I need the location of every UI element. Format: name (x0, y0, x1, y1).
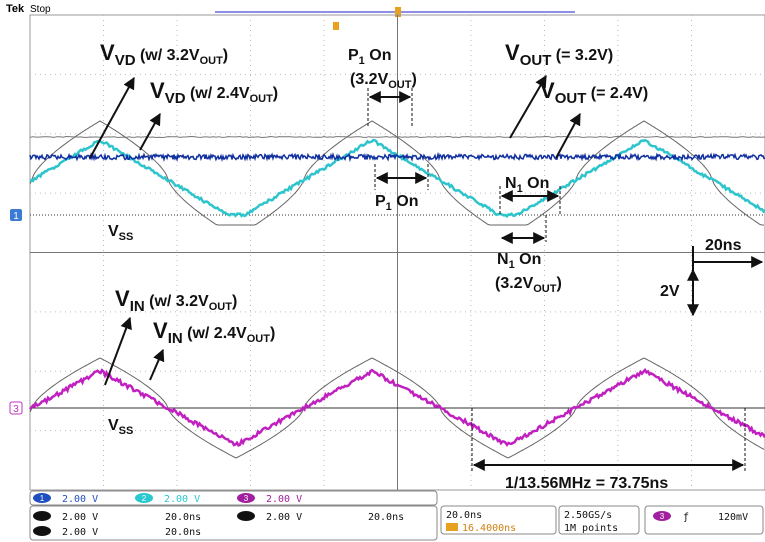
annotation-part: ) (411, 71, 416, 88)
annotation-part: V (100, 40, 115, 65)
ref-scale: 2.00 V (62, 512, 98, 523)
ch-scale: 2.00 V (266, 494, 302, 505)
annotation-part: ) (223, 47, 228, 64)
annotation-part: (= 3.2V) (551, 47, 613, 64)
annotation: 2V (660, 283, 680, 300)
annotation-part: ) (232, 293, 237, 310)
annotation-part: On (523, 175, 550, 192)
annotation-part: ) (270, 325, 275, 342)
annotation-part: OUT (209, 301, 233, 313)
annotation-part: (w/ 2.4V (186, 85, 250, 102)
ch-scale: 2.00 V (62, 494, 98, 505)
annotation-part: OUT (533, 283, 557, 295)
ch-id: 3 (244, 494, 249, 503)
annotation-part: V (153, 318, 168, 343)
annotation-part: ) (273, 85, 278, 102)
annotation-part: V (540, 78, 555, 103)
annotation-part: 20ns (705, 237, 742, 254)
sample-rate: 2.50GS/s (564, 510, 612, 521)
ref-scale: 2.00 V (62, 527, 98, 538)
brand: Tek (6, 3, 25, 15)
annotation-part: IN (168, 330, 183, 347)
annotation-part: V (505, 40, 520, 65)
annotation-part: (3.2V (350, 71, 389, 88)
annotation-part: V (108, 417, 119, 434)
annotation-part: (w/ 2.4V (183, 325, 247, 342)
annotation-part: IN (130, 298, 145, 315)
annotation-part: OUT (200, 55, 224, 67)
trig-channel: 3 (660, 512, 665, 521)
annotation-part: (3.2V (495, 275, 534, 292)
annotation-part: VD (115, 52, 136, 69)
annotation-part: VD (165, 90, 186, 107)
ch3-marker-label: 3 (13, 404, 19, 415)
annotation-part: OUT (555, 90, 587, 107)
annotation-part: On (365, 47, 392, 64)
ref-time: 20.0ns (368, 512, 404, 523)
ch1-marker-label: 1 (13, 211, 19, 222)
ch-id: 2 (142, 494, 147, 503)
record-length: 1M points (564, 523, 618, 534)
ref-badge (33, 511, 51, 521)
annotation-part: 2V (660, 283, 680, 300)
annotation-part: On (392, 193, 419, 210)
annotation-part: V (108, 223, 119, 240)
annotation-part: OUT (520, 52, 552, 69)
annotation-part: P (348, 47, 359, 64)
ref-badge (237, 511, 255, 521)
annotation-part: OUT (247, 333, 271, 345)
annotation-part: OUT (250, 93, 274, 105)
annotation-part: P (375, 193, 386, 210)
ref-scale: 2.00 V (266, 512, 302, 523)
annotation-part: SS (119, 231, 134, 243)
annotation-part: ) (556, 275, 561, 292)
ref-time: 20.0ns (165, 512, 201, 523)
annotation-part: V (150, 78, 165, 103)
annotation: 20ns (705, 237, 742, 254)
scope-screen: Tek Stop VVD (w/ 3.2VOUT)VVD (w/ 2.4VOUT… (0, 0, 765, 542)
status: Stop (30, 4, 51, 15)
ch-id: 1 (40, 494, 45, 503)
annotation-part: SS (119, 425, 134, 437)
trigger-icon (333, 22, 339, 30)
annotation-part: V (115, 286, 130, 311)
ref-time: 20.0ns (165, 527, 201, 538)
annotation-part: 1/13.56MHz = 73.75ns (505, 475, 668, 492)
annotation-part: OUT (388, 79, 412, 91)
annotation-part: (w/ 3.2V (145, 293, 209, 310)
ref-badge (33, 526, 51, 536)
trigger-pos-icon (446, 523, 458, 531)
timebase: 20.0ns (446, 510, 482, 521)
annotation-part: (w/ 3.2V (136, 47, 200, 64)
trig-slope: ƒ (683, 512, 689, 523)
annotation-part: On (515, 251, 542, 268)
trig-level: 120mV (718, 512, 748, 523)
annotation-part: N (505, 175, 517, 192)
annotation-part: (= 2.4V) (586, 85, 648, 102)
ch-scale: 2.00 V (164, 494, 200, 505)
annotation: 1/13.56MHz = 73.75ns (505, 475, 668, 492)
trigger-pos: 16.4000ns (462, 523, 516, 534)
annotation-part: N (497, 251, 509, 268)
